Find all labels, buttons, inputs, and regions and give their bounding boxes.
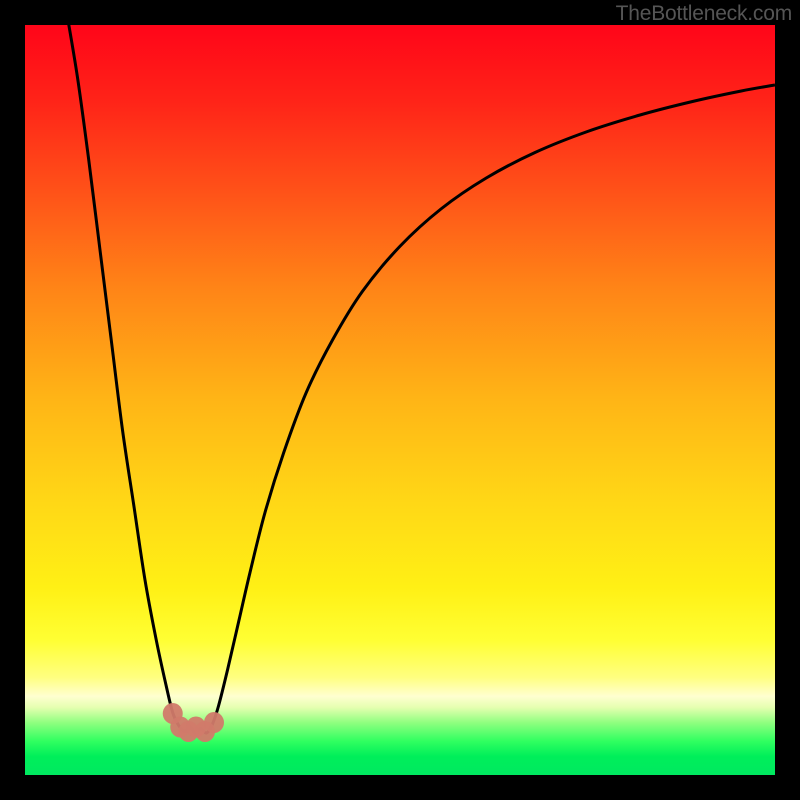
- chart-svg: [0, 0, 800, 800]
- watermark-text: TheBottleneck.com: [616, 2, 792, 26]
- marker-point: [204, 712, 224, 733]
- plot-background-gradient: [25, 25, 775, 775]
- chart-container: TheBottleneck.com: [0, 0, 800, 800]
